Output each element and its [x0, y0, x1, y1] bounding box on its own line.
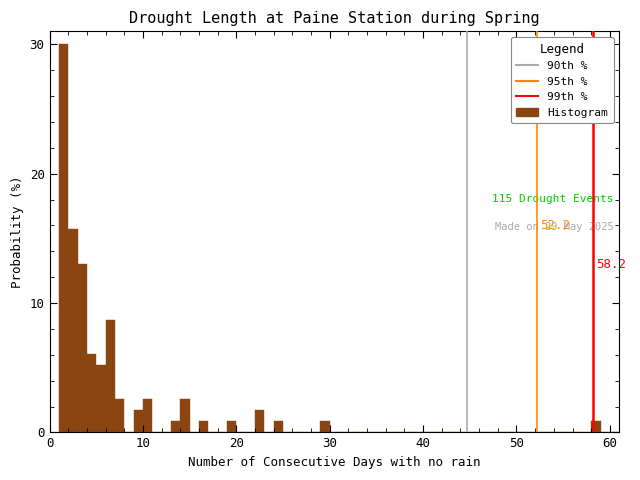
Bar [143, 399, 152, 432]
Bar [180, 399, 189, 432]
Legend: 90th %, 95th %, 99th %, Histogram: 90th %, 95th %, 99th %, Histogram [511, 37, 614, 123]
Bar [274, 421, 283, 432]
Text: 58.2: 58.2 [596, 258, 626, 271]
Bar [321, 421, 330, 432]
Text: 52.2: 52.2 [540, 219, 570, 232]
Bar [68, 229, 77, 432]
Text: Made on 29 May 2025: Made on 29 May 2025 [495, 222, 614, 232]
Bar [87, 354, 96, 432]
Bar [106, 320, 115, 432]
Bar [77, 264, 87, 432]
Title: Drought Length at Paine Station during Spring: Drought Length at Paine Station during S… [129, 11, 540, 26]
Bar [134, 410, 143, 432]
X-axis label: Number of Consecutive Days with no rain: Number of Consecutive Days with no rain [188, 456, 481, 469]
Bar [59, 44, 68, 432]
Bar [591, 421, 600, 432]
Text: 115 Drought Events: 115 Drought Events [492, 194, 614, 204]
Bar [227, 421, 236, 432]
Bar [115, 399, 124, 432]
Bar [171, 421, 180, 432]
Bar [199, 421, 208, 432]
Y-axis label: Probability (%): Probability (%) [11, 176, 24, 288]
Bar [255, 410, 264, 432]
Bar [96, 365, 106, 432]
